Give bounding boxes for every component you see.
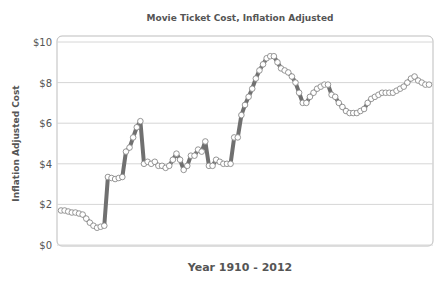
x-axis-title: Year 1910 - 2012 xyxy=(187,261,293,274)
data-point xyxy=(228,161,234,167)
data-point xyxy=(332,94,338,100)
data-point xyxy=(325,82,331,88)
grid-line xyxy=(57,163,433,164)
data-point xyxy=(426,82,432,88)
grid-line xyxy=(57,42,433,43)
chart: Movie Ticket Cost, Inflation Adjusted $0 $… xyxy=(0,0,444,284)
data-point xyxy=(239,112,245,118)
data-point xyxy=(304,100,310,106)
data-point xyxy=(199,149,205,155)
y-axis-title: Inflation Adjusted Cost xyxy=(11,85,21,202)
y-tick-label: $4 xyxy=(39,159,52,170)
data-point xyxy=(130,135,136,141)
data-point xyxy=(260,62,266,68)
data-point xyxy=(246,94,252,100)
data-point xyxy=(138,118,144,124)
grid-line xyxy=(57,204,433,205)
data-point xyxy=(210,163,216,169)
data-point xyxy=(203,139,209,145)
data-point xyxy=(134,124,140,130)
data-point xyxy=(177,157,183,163)
y-tick-label: $8 xyxy=(39,78,52,89)
data-point xyxy=(271,53,277,59)
data-point xyxy=(166,163,172,169)
data-point xyxy=(184,163,190,169)
data-point xyxy=(174,151,180,157)
data-point xyxy=(253,76,259,82)
grid-line xyxy=(57,82,433,83)
data-point xyxy=(170,157,176,163)
data-point xyxy=(257,68,263,74)
y-tick-label: $0 xyxy=(39,240,52,251)
data-point xyxy=(235,135,241,141)
grid-line xyxy=(57,245,433,246)
plot-frame xyxy=(57,36,433,246)
data-point xyxy=(127,145,133,151)
title: Movie Ticket Cost, Inflation Adjusted xyxy=(147,13,334,23)
data-point xyxy=(192,153,198,159)
series xyxy=(58,53,432,230)
data-point xyxy=(289,74,295,80)
data-point xyxy=(293,80,299,86)
data-point xyxy=(101,223,107,229)
data-point xyxy=(361,106,367,112)
y-tick-label: $10 xyxy=(33,37,52,48)
data-point xyxy=(249,86,255,92)
y-tick-label: $6 xyxy=(39,118,52,129)
data-point xyxy=(275,60,281,66)
data-point xyxy=(296,90,302,96)
series-line xyxy=(61,56,429,228)
data-point xyxy=(242,102,248,108)
data-point xyxy=(120,174,126,180)
grid-line xyxy=(57,123,433,124)
y-tick-label: $2 xyxy=(39,199,52,210)
